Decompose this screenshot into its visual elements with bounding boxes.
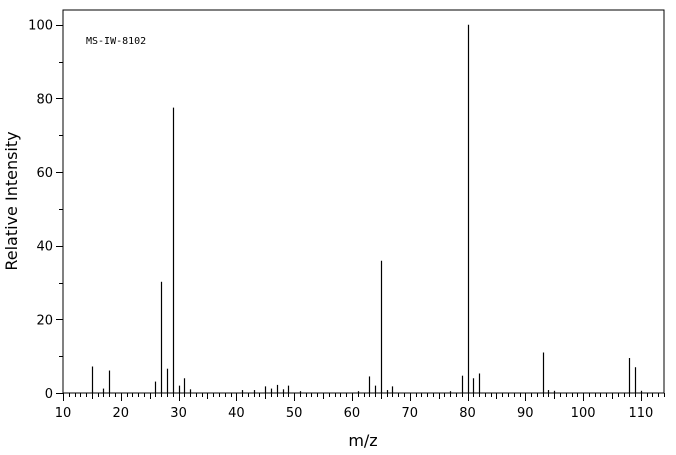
y-axis-title: Relative Intensity xyxy=(2,131,21,270)
peak-group xyxy=(91,24,643,393)
y-tick-label: 0 xyxy=(45,387,53,402)
x-tick-label: 110 xyxy=(628,406,653,421)
x-tick-label: 90 xyxy=(517,406,534,421)
spectrum-id-annotation: MS-IW-8102 xyxy=(86,36,146,47)
x-tick-label: 80 xyxy=(459,406,476,421)
y-tick-label: 80 xyxy=(36,92,53,107)
y-tick-label: 100 xyxy=(28,19,53,34)
x-tick-label: 100 xyxy=(571,406,596,421)
x-tick-label: 50 xyxy=(286,406,303,421)
plot-frame xyxy=(62,9,665,394)
x-tick-label: 20 xyxy=(113,406,130,421)
x-tick-label: 70 xyxy=(401,406,418,421)
x-tick-label: 30 xyxy=(170,406,187,421)
y-tick-label: 20 xyxy=(36,313,53,328)
y-tick-label: 60 xyxy=(36,166,53,181)
x-tick-label: 10 xyxy=(55,406,72,421)
x-axis-ticks: 10 20 30 40 50 60 70 80 90 100 110 xyxy=(55,393,665,421)
x-axis-title: m/z xyxy=(348,431,377,450)
x-tick-label: 60 xyxy=(344,406,361,421)
y-axis-ticks: 0 20 40 60 80 100 xyxy=(28,19,63,402)
x-tick-label: 40 xyxy=(228,406,245,421)
y-tick-label: 40 xyxy=(36,240,53,255)
